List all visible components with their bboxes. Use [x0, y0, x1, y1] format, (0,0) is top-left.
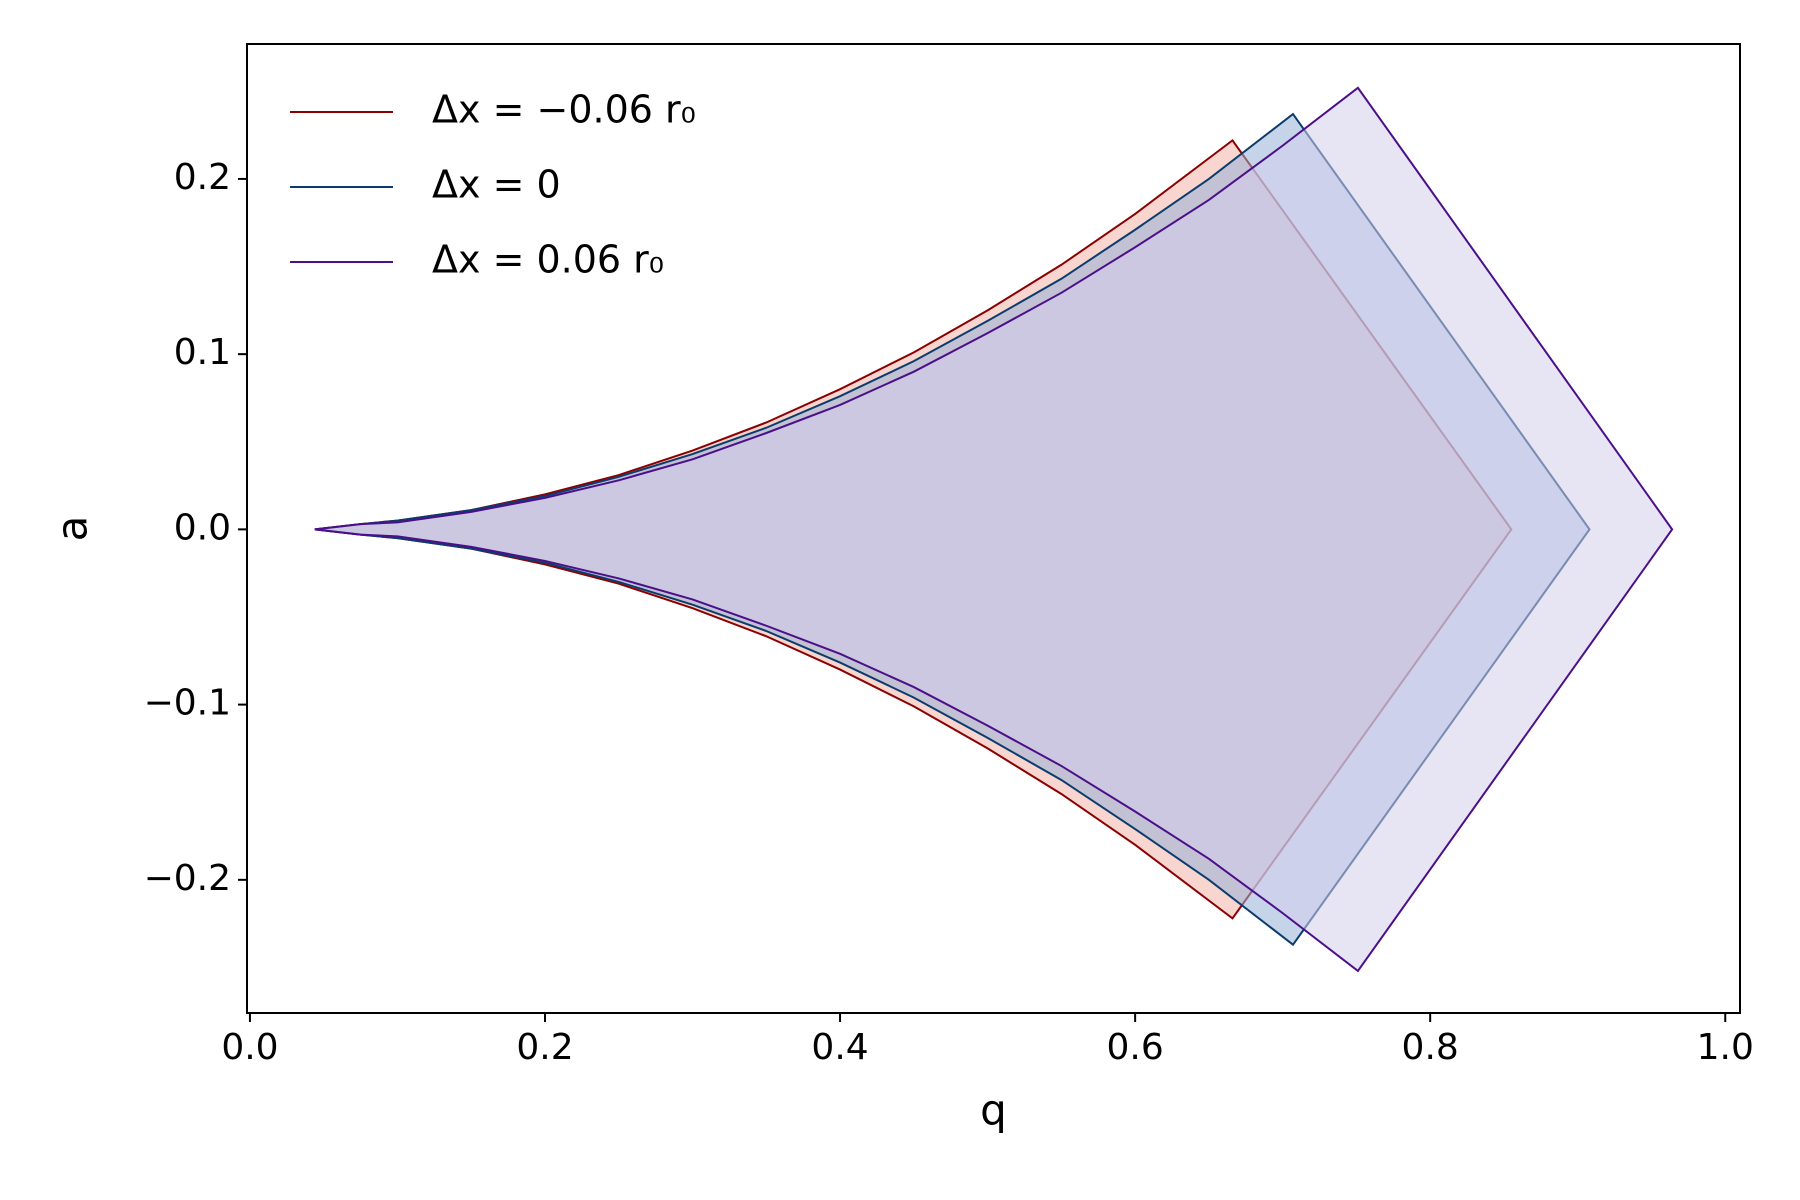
- y-tick-label: −0.2: [144, 858, 231, 899]
- area: [314, 86, 1674, 973]
- x-tick-label: 1.0: [1697, 1027, 1754, 1068]
- y-tick-label: 0.2: [174, 157, 231, 198]
- x-tick-label: 0.8: [1402, 1027, 1459, 1068]
- legend-label: Δx = −0.06 r₀: [432, 88, 696, 132]
- y-axis-title: a: [48, 516, 97, 542]
- x-axis-title: q: [980, 1086, 1007, 1135]
- x-tick-label: 0.2: [516, 1027, 573, 1068]
- x-tick-label: 0.4: [811, 1027, 868, 1068]
- x-tick-label: 0.0: [221, 1027, 278, 1068]
- x-tick-label: 0.6: [1106, 1027, 1163, 1068]
- y-tick-label: −0.1: [144, 683, 231, 724]
- legend-label: Δx = 0: [432, 163, 561, 207]
- y-tick-label: 0.0: [174, 507, 231, 548]
- legend-label: Δx = 0.06 r₀: [432, 238, 664, 282]
- y-tick-label: 0.1: [174, 332, 231, 373]
